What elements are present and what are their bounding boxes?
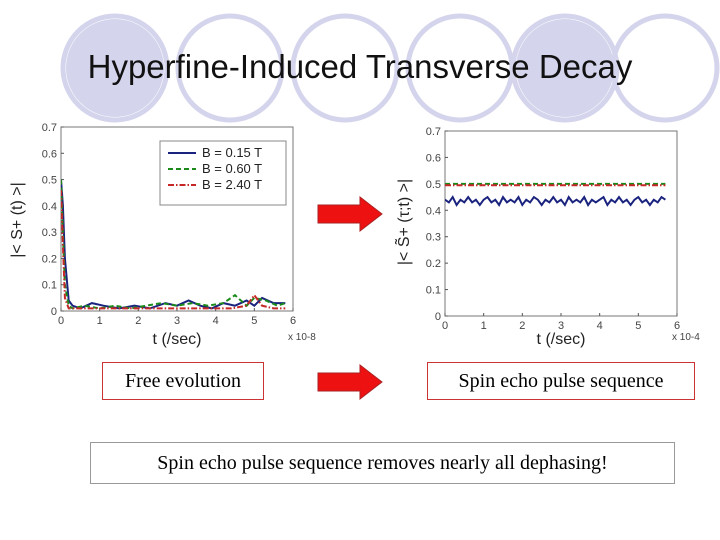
y-tick-label: 0.1	[426, 285, 441, 297]
x-tick-label: 0	[442, 320, 448, 332]
y-tick-label: 0.3	[426, 232, 441, 244]
y-axis-label: |< S̃+ (τ;t) >|	[393, 179, 413, 265]
y-tick-label: 0	[435, 311, 441, 323]
y-tick-label: 0.6	[42, 148, 57, 160]
series-line-3	[61, 190, 286, 310]
legend-label-3: B = 2.40 T	[202, 177, 262, 192]
deco-circle-4	[510, 13, 620, 123]
deco-circle-2	[290, 13, 400, 123]
arrow-bottom	[317, 363, 383, 401]
series-line-1	[445, 195, 666, 207]
x-axis-label: t (/sec)	[153, 331, 202, 348]
conclusion-text: Spin echo pulse sequence removes nearly …	[90, 442, 675, 484]
legend-box	[159, 140, 287, 206]
series-line-2	[61, 179, 286, 310]
y-tick-label: 0	[51, 306, 57, 318]
x-tick-label: 5	[251, 315, 257, 327]
x-axis-label: t (/sec)	[537, 331, 586, 348]
y-tick-label: 0.7	[42, 122, 57, 134]
y-tick-label: 0.4	[426, 205, 441, 217]
slide-title: Hyperfine-Induced Transverse Decay	[87, 48, 633, 85]
x-tick-label: 6	[290, 315, 296, 327]
x-multiplier: x 10-8	[288, 332, 316, 343]
x-tick-label: 4	[213, 315, 219, 327]
x-multiplier: x 10-4	[672, 332, 700, 343]
chart-1: 0 0.1 0.2 0.3 0.4 0.5 0.6 0.7 0 1 2 3 4 5 6 x 10-8 t (/s…	[9, 122, 316, 348]
x-tick-label: 5	[635, 320, 641, 332]
y-tick-label: 0.3	[42, 227, 57, 239]
y-tick-label: 0.5	[42, 175, 57, 187]
y-tick-label: 0.6	[426, 152, 441, 164]
deco-circle-0	[60, 13, 170, 123]
x-tick-label: 3	[558, 320, 564, 332]
y-tick-label: 0.5	[426, 179, 441, 191]
caption-spin-echo: Spin echo pulse sequence	[427, 362, 695, 400]
chart-legend: B = 0.15 TB = 0.60 TB = 2.40 T	[159, 140, 287, 206]
arrow-top	[317, 195, 383, 233]
caption-free-evolution: Free evolution	[102, 362, 264, 400]
y-axis-label: |< S+ (t) >|	[9, 182, 26, 257]
y-tick-label: 0.7	[426, 126, 441, 138]
plot-frame	[444, 130, 678, 317]
x-tick-label: 3	[174, 315, 180, 327]
deco-circle-fill-4	[516, 19, 614, 117]
x-tick-label: 0	[58, 315, 64, 327]
y-tick-label: 0.1	[42, 280, 57, 292]
legend-label-2: B = 0.60 T	[202, 161, 262, 176]
x-tick-label: 2	[135, 315, 141, 327]
x-tick-label: 6	[674, 320, 680, 332]
arrow-top-shape	[317, 195, 383, 233]
deco-circle-1	[175, 13, 285, 123]
y-tick-label: 0.2	[426, 258, 441, 270]
chart-2: 0 0.1 0.2 0.3 0.4 0.5 0.6 0.7 0 1 2 3 4 5 6x 10-4 t (/s…	[393, 126, 700, 348]
x-tick-label: 1	[97, 315, 103, 327]
y-tick-label: 0.2	[42, 253, 57, 265]
y-tick-label: 0.4	[42, 201, 57, 213]
legend-label-1: B = 0.15 T	[202, 145, 262, 160]
x-tick-label: 4	[597, 320, 603, 332]
arrow-bottom-shape	[317, 363, 383, 401]
x-tick-label: 2	[519, 320, 525, 332]
x-tick-label: 1	[481, 320, 487, 332]
deco-circle-fill-0	[66, 19, 164, 117]
